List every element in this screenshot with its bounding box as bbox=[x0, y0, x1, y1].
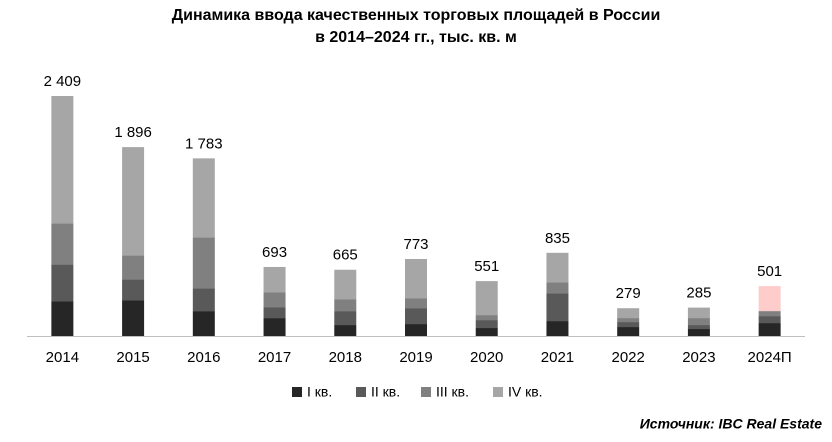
bar-segment bbox=[51, 301, 74, 336]
bar-segment bbox=[263, 307, 286, 319]
x-tick-label: 2016 bbox=[187, 349, 220, 366]
bar-segment bbox=[192, 237, 215, 289]
bar-segment bbox=[475, 281, 498, 316]
bar-segment bbox=[334, 311, 357, 326]
bar-segment bbox=[334, 269, 357, 300]
total-label: 773 bbox=[403, 236, 428, 253]
bar-segment bbox=[758, 311, 781, 317]
bar-segment bbox=[617, 318, 640, 323]
legend-label: III кв. bbox=[436, 384, 469, 400]
bar-segment bbox=[192, 288, 215, 312]
bar-segment bbox=[546, 321, 569, 336]
bar-segment bbox=[334, 325, 357, 336]
legend-label: II кв. bbox=[371, 384, 400, 400]
total-label: 501 bbox=[757, 263, 782, 280]
bar-segment bbox=[334, 299, 357, 312]
bar-segment bbox=[758, 323, 781, 336]
bar-segment bbox=[405, 308, 427, 325]
bar-segment bbox=[51, 96, 74, 224]
total-label: 551 bbox=[474, 258, 499, 275]
x-tick-label: 2022 bbox=[611, 349, 644, 366]
bar-segment bbox=[51, 264, 74, 302]
bar-segment bbox=[687, 307, 710, 319]
bar-segment bbox=[192, 158, 215, 238]
bar-segment bbox=[475, 328, 498, 336]
bar-segment bbox=[405, 298, 427, 309]
chart-title: в 2014–2024 гг., тыс. кв. м bbox=[315, 29, 517, 46]
x-tick-label: 2015 bbox=[116, 349, 149, 366]
x-tick-label: 2017 bbox=[258, 349, 291, 366]
legend-swatch bbox=[493, 387, 503, 397]
bar-segment bbox=[617, 327, 640, 336]
legend-label: I кв. bbox=[307, 384, 332, 400]
bar-segment bbox=[122, 255, 145, 280]
bar-segment bbox=[263, 266, 286, 293]
bar-segment bbox=[263, 318, 286, 336]
x-tick-label: 2024П bbox=[748, 349, 792, 366]
total-label: 1 783 bbox=[185, 135, 223, 152]
bar-segment bbox=[546, 293, 569, 322]
bar-segment bbox=[263, 292, 286, 308]
legend-swatch bbox=[421, 387, 431, 397]
legend-label: IV кв. bbox=[508, 384, 543, 400]
total-label: 1 896 bbox=[114, 124, 152, 141]
total-label: 279 bbox=[616, 285, 641, 302]
total-label: 835 bbox=[545, 230, 570, 247]
bar-segment bbox=[546, 282, 569, 294]
bar-segment bbox=[475, 320, 498, 329]
x-tick-label: 2023 bbox=[682, 349, 715, 366]
bar-segment bbox=[192, 311, 215, 336]
bar-segment bbox=[546, 252, 569, 283]
x-tick-label: 2020 bbox=[470, 349, 503, 366]
bar-segment bbox=[687, 318, 710, 326]
bar-segment bbox=[122, 147, 145, 256]
source: Источник: IBC Real Estate bbox=[640, 416, 822, 432]
bar-segment bbox=[475, 315, 498, 321]
legend-swatch bbox=[356, 387, 366, 397]
x-tick-label: 2018 bbox=[329, 349, 362, 366]
x-tick-label: 2014 bbox=[46, 349, 79, 366]
bar-segment bbox=[122, 279, 145, 301]
bar-segment bbox=[405, 258, 427, 299]
bar-segment bbox=[617, 322, 640, 328]
x-tick-label: 2021 bbox=[541, 349, 574, 366]
total-label: 665 bbox=[333, 247, 358, 264]
bar-segment bbox=[758, 316, 781, 324]
bar-segment bbox=[758, 286, 781, 312]
total-label: 2 409 bbox=[44, 73, 82, 90]
bar-segment bbox=[687, 329, 710, 336]
bar-segment bbox=[51, 223, 74, 265]
bar-segment bbox=[617, 308, 640, 319]
bar-segment bbox=[687, 325, 710, 330]
legend-swatch bbox=[292, 387, 302, 397]
x-tick-label: 2019 bbox=[399, 349, 432, 366]
total-label: 285 bbox=[686, 285, 711, 302]
total-label: 693 bbox=[262, 244, 287, 261]
bar-segment bbox=[405, 324, 427, 336]
chart-title: Динамика ввода качественных торговых пло… bbox=[172, 7, 661, 24]
bar-segment bbox=[122, 300, 145, 336]
